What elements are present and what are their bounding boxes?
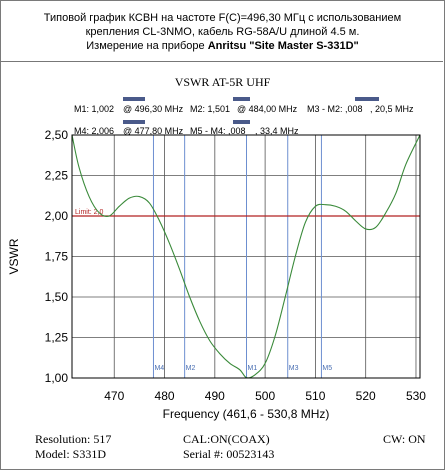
marker-readout: M1: 1,002 @ 496,30 MHz M2: 1,501 @ 484,00 … (74, 97, 414, 136)
series-group (71, 134, 421, 379)
y-tick-label: 2,00 (45, 209, 69, 223)
x-tick-label: 510 (305, 389, 325, 403)
header-line-3-prefix: Измерение на приборе (86, 40, 208, 52)
marker-m4-readout: M4: 2,006 @ 477,80 MHz (74, 126, 184, 136)
y-tick-label: 1,50 (45, 290, 69, 304)
header-line-1: Типовой график КСВН на частоте F(C)=496,… (43, 12, 402, 24)
marker-m5m4-readout: M5 - M4: ,008, 33,4 MHz (190, 126, 299, 136)
footer-model: Model: S331D (35, 447, 107, 461)
y-tick-label: 1,75 (45, 250, 69, 264)
chart-title: VSWR AT-5R UHF (174, 75, 271, 89)
x-tick-label: 490 (205, 389, 225, 403)
marker-bar-m3m2 (355, 97, 379, 101)
y-axis-label: VSWR (7, 238, 21, 274)
plot-area-border (71, 134, 421, 379)
footer-calibration: CAL:ON(COAX) (183, 432, 270, 446)
chart-grid (72, 134, 420, 379)
footer-cw: CW: ON (383, 432, 426, 446)
header-line-2: крепления CL-3NMO, кабель RG-58A/U длино… (85, 26, 360, 38)
y-tick-label: 1,25 (45, 331, 69, 345)
y-tick-label: 2,50 (45, 128, 69, 142)
marker-m2-readout: M2: 1,501 @ 484,00 MHz (190, 104, 298, 114)
y-tick-label: 1,00 (45, 371, 69, 385)
limit-line-group: Limit: 2,0 (72, 209, 420, 217)
footer-resolution: Resolution: 517 (35, 432, 112, 446)
marker-bar-m4 (123, 120, 145, 124)
header-line-3-device: Anritsu "Site Master S-331D" (207, 40, 359, 52)
x-tick-label: 520 (356, 389, 376, 403)
header-line-3: Измерение на приборе Anritsu "Site Maste… (0, 40, 445, 52)
marker-label-m5: M5 (322, 365, 332, 372)
x-tick-label: 500 (255, 389, 275, 403)
marker-m3m2-readout: M3 - M2: ,008, 20,5 MHz (307, 104, 414, 114)
marker-bar-m5m4 (233, 120, 250, 124)
header-separator (0, 61, 443, 62)
marker-bar-m1 (123, 97, 145, 101)
marker-label-m4: M4 (154, 365, 164, 372)
marker-lines: M4 M2 M1 M3 M5 (152, 135, 332, 378)
limit-label: Limit: 2,0 (75, 209, 104, 216)
vswr-series-0 (71, 134, 421, 379)
x-tick-label: 480 (155, 389, 175, 403)
marker-label-m2: M2 (186, 365, 196, 372)
marker-label-m3: M3 (289, 365, 299, 372)
y-tick-labels: 1,00 1,25 1,50 1,75 2,00 2,25 2,50 (45, 128, 69, 385)
x-tick-labels: 470 480 490 500 510 520 530 (104, 389, 426, 403)
marker-label-m1: M1 (248, 365, 258, 372)
x-tick-label: 530 (406, 389, 426, 403)
footer-serial: Serial #: 00523143 (183, 447, 275, 461)
marker-m1-readout: M1: 1,002 @ 496,30 MHz (74, 104, 184, 114)
x-tick-label: 470 (104, 389, 124, 403)
marker-bar-m2 (233, 97, 250, 101)
y-tick-label: 2,25 (45, 169, 69, 183)
x-axis-label: Frequency (461,6 - 530,8 MHz) (163, 407, 330, 421)
